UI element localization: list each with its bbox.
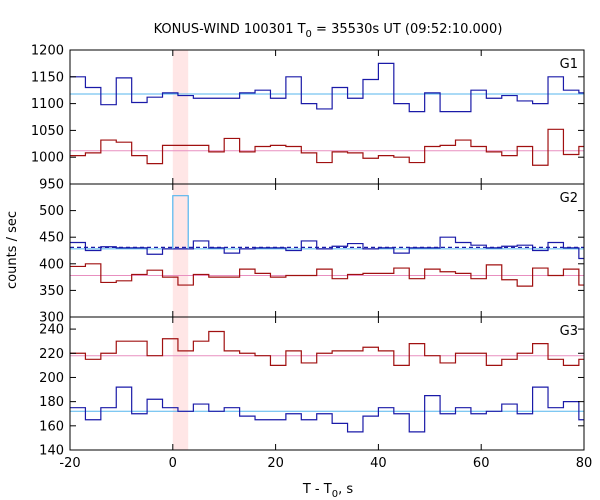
panel-G2-ytick-label: 500: [39, 204, 64, 219]
panel-G3-ytick-label: 220: [39, 347, 64, 362]
panel-G1-ytick-label: 1200: [31, 44, 64, 59]
panel-G1-ytick-label: 1000: [31, 151, 64, 166]
highlight-band: [172, 50, 189, 450]
panel-G1-ytick-label: 1050: [31, 124, 64, 139]
panel-G2-step-lower: [70, 263, 584, 287]
panel-G1-step-upper: [70, 62, 584, 113]
x-tick-label: -20: [59, 456, 80, 471]
plot-area: 95010001050110011501200G1300350400450500…: [31, 44, 592, 472]
title-subscript: 0: [306, 29, 312, 40]
panel-G3-label: G3: [560, 324, 578, 339]
panel-G3-ytick-label: 160: [39, 419, 64, 434]
panel-G1-label: G1: [560, 57, 578, 72]
x-tick-label: 60: [473, 456, 490, 471]
panel-G1-ytick-label: 1100: [31, 97, 64, 112]
panel-G2-spike: [172, 195, 189, 249]
panel-G3-ytick-label: 140: [39, 444, 64, 459]
x-tick-label: 20: [267, 456, 284, 471]
panel-G2-ytick-label: 400: [39, 257, 64, 272]
panel-G3-ytick-label: 240: [39, 323, 64, 338]
chart-title: KONUS-WIND 100301 T0 = 35530s UT (09:52:…: [154, 22, 503, 40]
x-tick-label: 40: [370, 456, 387, 471]
x-tick-label: 80: [576, 456, 593, 471]
panel-G1-step-lower: [70, 128, 584, 166]
xlabel-prefix: T - T: [302, 482, 332, 497]
xlabel-subscript: 0: [332, 489, 338, 500]
xlabel-suffix: , s: [338, 482, 353, 497]
panel-G3-step-lower: [70, 386, 584, 433]
x-axis-label: T - T0, s: [302, 482, 353, 500]
x-tick-label: 0: [169, 456, 177, 471]
panel-G2-ytick-label: 450: [39, 231, 64, 246]
panel-G3-frame: [69, 316, 585, 451]
title-prefix: KONUS-WIND 100301 T: [154, 22, 306, 37]
panel-G3-ytick-label: 200: [39, 371, 64, 386]
panel-G2-label: G2: [560, 191, 578, 206]
title-suffix: = 35530s UT (09:52:10.000): [312, 22, 502, 37]
y-axis-label: counts / sec: [5, 211, 20, 289]
panel-G1-ytick-label: 950: [39, 178, 64, 193]
panel-G2-ytick-label: 350: [39, 284, 64, 299]
panel-G2-step-upper: [70, 236, 584, 260]
panel-G2-ytick-label: 300: [39, 311, 64, 326]
panel-G3-step-upper: [70, 330, 584, 366]
panel-G3-ytick-label: 180: [39, 395, 64, 410]
panel-G1-ytick-label: 1150: [31, 70, 64, 85]
